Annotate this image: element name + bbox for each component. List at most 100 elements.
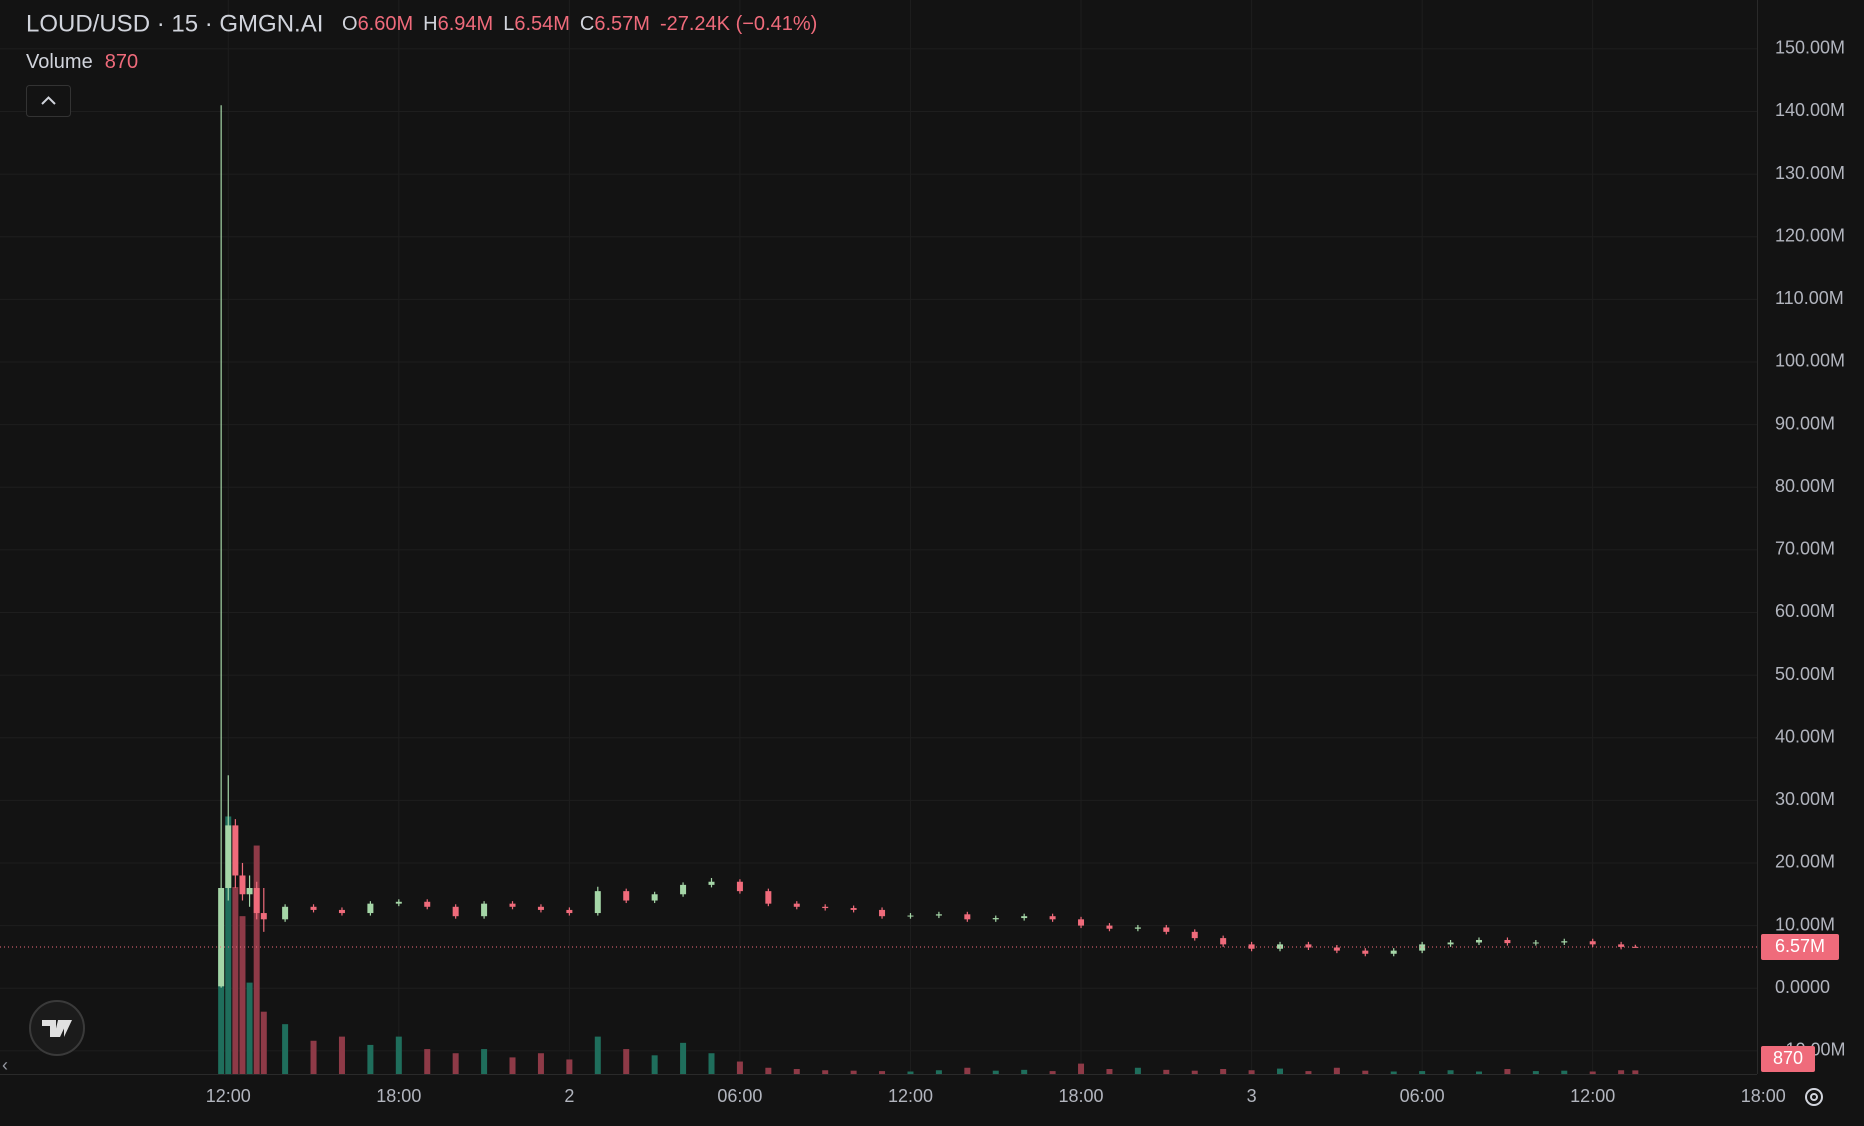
candle-body — [1248, 944, 1255, 949]
y-tick-label: 140.00M — [1775, 100, 1845, 120]
candle-body — [566, 909, 573, 914]
collapse-button[interactable] — [26, 85, 71, 117]
scroll-left[interactable]: ‹ — [2, 1055, 8, 1075]
candle-body — [1561, 941, 1568, 943]
tradingview-logo[interactable] — [29, 1000, 85, 1056]
l-value: 6.54M — [514, 13, 570, 35]
candle-body — [1021, 916, 1028, 919]
candle-body — [218, 888, 225, 987]
candle-body — [793, 903, 800, 907]
candle-body — [1532, 942, 1539, 944]
volume-bar — [537, 1053, 544, 1074]
candle-body — [509, 903, 516, 907]
candle-body — [1447, 942, 1454, 945]
volume-bar — [260, 1011, 267, 1074]
candle-body — [1134, 927, 1141, 929]
candle-body — [1220, 938, 1227, 945]
grid — [0, 0, 1764, 1074]
x-tick-label: 18:00 — [1059, 1086, 1104, 1106]
volume-bar — [1248, 1070, 1255, 1074]
candle-body — [246, 888, 253, 895]
volume-bar — [509, 1057, 516, 1074]
y-tick-label: 60.00M — [1775, 601, 1835, 621]
volume-bar — [680, 1042, 687, 1074]
legend: LOUD/USD · 15 · GMGN.AI O6.60M H6.94M L6.5… — [26, 10, 817, 117]
volume-bar — [1561, 1070, 1568, 1074]
time-axis-panel — [0, 1074, 1864, 1126]
candle-body — [1277, 944, 1284, 949]
volume-bar — [1078, 1063, 1085, 1074]
volume-bar — [1220, 1069, 1227, 1074]
candle-body — [651, 894, 658, 901]
candle-body — [1362, 950, 1369, 954]
candle-body — [879, 909, 886, 917]
candle-body — [850, 908, 857, 910]
volume-bar — [1475, 1071, 1482, 1074]
volume-bar — [935, 1070, 942, 1074]
volume-bar — [367, 1044, 374, 1074]
volume-bar — [566, 1059, 573, 1074]
candle-body — [1163, 927, 1170, 932]
volume-bar — [850, 1070, 857, 1074]
candle-body — [935, 914, 942, 916]
candle-body — [481, 903, 488, 917]
volume-bar — [338, 1036, 345, 1074]
volume-bar — [452, 1053, 459, 1074]
volume-bar — [793, 1069, 800, 1074]
candle-body — [680, 884, 687, 895]
volume-bar — [765, 1067, 772, 1074]
candle-body — [765, 891, 772, 904]
x-tick-label: 18:00 — [376, 1086, 421, 1106]
y-tick-label: 80.00M — [1775, 476, 1835, 496]
volume-bar — [1419, 1071, 1426, 1074]
volume-bar — [1049, 1071, 1056, 1074]
candle-body — [253, 888, 260, 914]
volume-bar — [1362, 1070, 1369, 1074]
candle-body — [367, 903, 374, 914]
y-tick-label: 130.00M — [1775, 163, 1845, 183]
volume-bar — [1532, 1071, 1539, 1074]
y-tick-label: 100.00M — [1775, 351, 1845, 371]
candle-body — [260, 913, 267, 920]
candle-body — [992, 918, 999, 920]
settings-button[interactable] — [1805, 1088, 1823, 1106]
ohlc: O6.60M H6.94M L6.54M C6.57M -27.24K (−0.41%) — [342, 13, 817, 35]
candle-body — [310, 906, 317, 910]
volume-bar — [1277, 1068, 1284, 1074]
candle-body — [395, 901, 402, 904]
change: -27.24K (−0.41%) — [660, 13, 817, 35]
candle-body — [1475, 939, 1482, 943]
price-badge — [1761, 934, 1839, 961]
h-label: H — [423, 13, 437, 35]
candle-body — [452, 906, 459, 917]
volume-bar — [1163, 1069, 1170, 1074]
x-tick-label: 12:00 — [1570, 1086, 1615, 1106]
candle-body — [1419, 944, 1426, 951]
y-tick-label: 50.00M — [1775, 664, 1835, 684]
candle-body — [1106, 925, 1113, 929]
volume-value: 870 — [105, 51, 138, 73]
volume-bar — [1021, 1069, 1028, 1074]
volume-pane — [218, 816, 1639, 1074]
candle-body — [1504, 939, 1511, 944]
h-value: 6.94M — [438, 13, 494, 35]
candle-body — [1078, 919, 1085, 926]
volume-title: Volume — [26, 51, 93, 73]
candle-body — [225, 825, 232, 889]
candle-body — [1191, 931, 1198, 939]
volume-bar — [992, 1070, 999, 1074]
volume-bar — [239, 916, 246, 1074]
o-label: O — [342, 13, 358, 35]
candle-body — [964, 914, 971, 920]
volume-bar — [218, 949, 225, 1074]
volume-bar — [651, 1055, 658, 1074]
volume-bar — [1504, 1069, 1511, 1074]
c-label: C — [580, 13, 594, 35]
x-tick-label: 2 — [564, 1086, 574, 1106]
candle-body — [232, 825, 239, 876]
volume-bar — [736, 1061, 743, 1074]
volume-bar — [1191, 1070, 1198, 1074]
price-badge-label: 6.57M — [1775, 936, 1825, 956]
